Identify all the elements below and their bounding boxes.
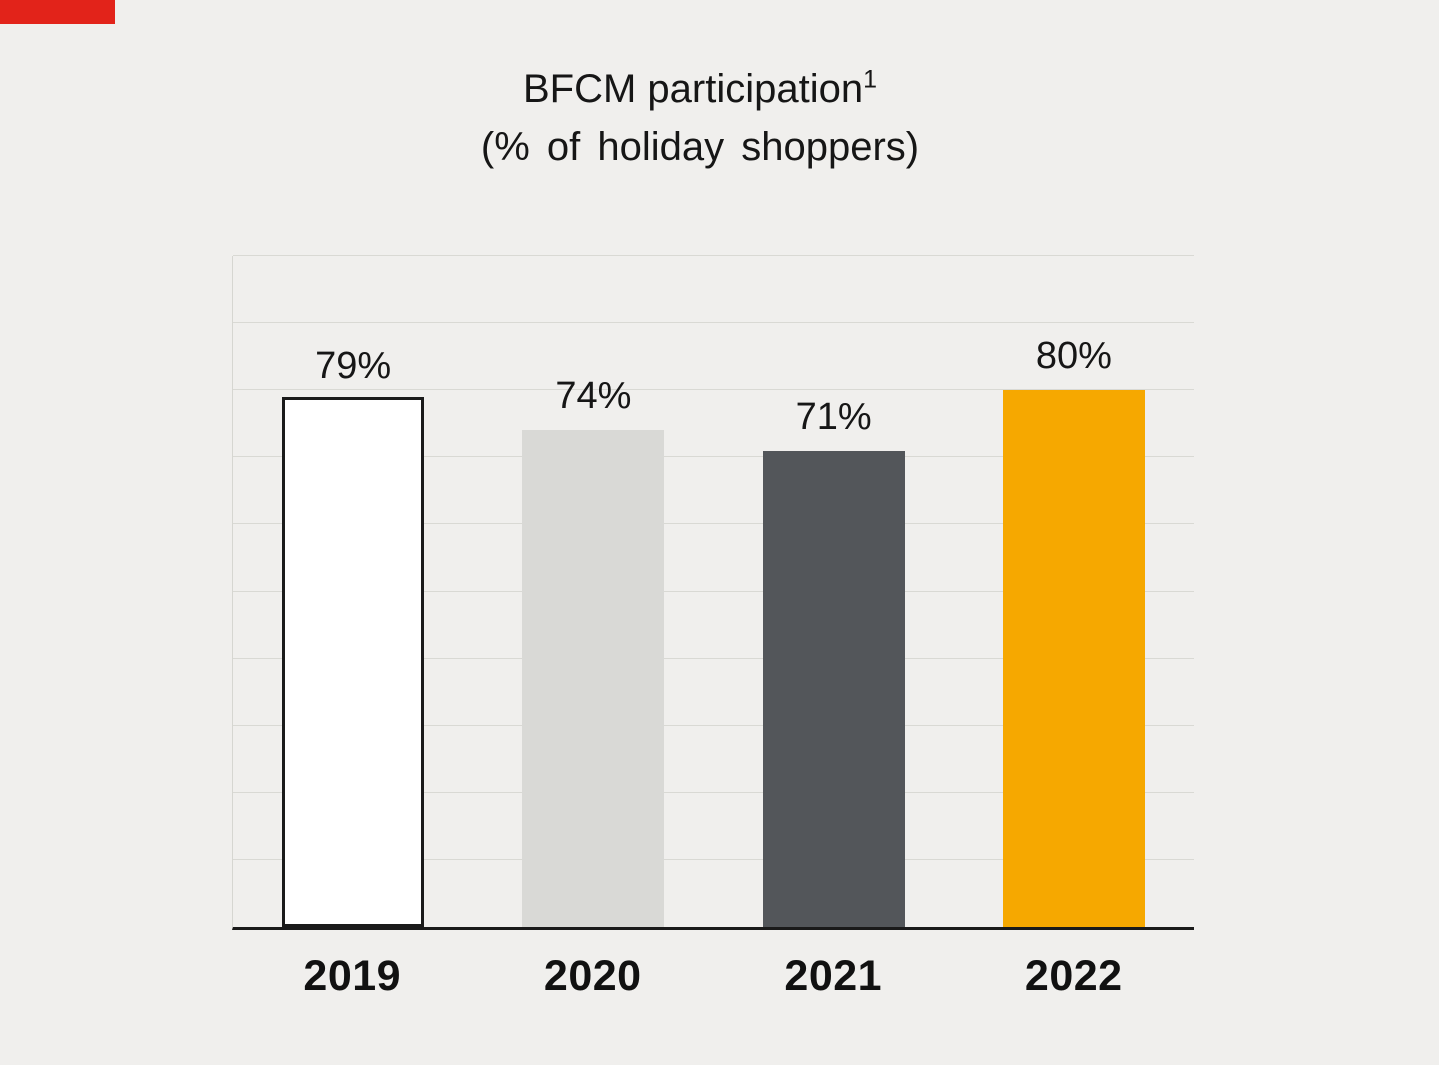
gridline <box>233 657 1194 659</box>
bar-2022: 80% <box>1002 335 1145 927</box>
bar-2019: 79% <box>282 345 425 927</box>
bar-slot-2021: 71% <box>714 256 954 927</box>
gridline <box>233 389 1194 391</box>
bar-2021: 71% <box>762 396 905 927</box>
x-axis-label-2019: 2019 <box>303 952 402 1000</box>
bar-slot-2020: 74% <box>473 256 713 927</box>
gridline <box>233 322 1194 324</box>
bar-slot-2022: 80% <box>954 256 1194 927</box>
x-axis-label-2020: 2020 <box>543 952 642 1000</box>
chart-title-text: BFCM participation <box>522 67 864 111</box>
x-axis-labels: 2019 2020 2021 2022 <box>232 952 1194 1001</box>
chart-subtitle: (% of holiday shoppers) <box>480 125 920 169</box>
bar-2020: 74% <box>522 375 665 927</box>
x-axis-label-2022: 2022 <box>1024 952 1123 1000</box>
chart-title: BFCM participation1 <box>0 60 1400 118</box>
plot-area: 79% 74% 71% 80% <box>232 255 1194 930</box>
gridline <box>233 858 1194 860</box>
red-accent-bar <box>0 0 115 24</box>
bar-slot-2019: 79% <box>233 256 473 927</box>
gridline <box>233 791 1194 793</box>
x-axis-label-2021: 2021 <box>784 952 883 1000</box>
bar-value-label: 79% <box>315 344 392 387</box>
bar-value-label: 80% <box>1035 335 1112 378</box>
chart-title-block: BFCM participation1 (% of holiday shoppe… <box>0 60 1400 176</box>
gridline <box>233 255 1194 256</box>
footnote-marker: 1 <box>863 65 878 94</box>
gridline <box>233 590 1194 592</box>
gridline <box>233 724 1194 726</box>
gridline <box>233 456 1194 458</box>
bar-value-label: 74% <box>555 375 632 418</box>
bar-value-label: 71% <box>795 395 872 438</box>
gridline <box>233 523 1194 525</box>
